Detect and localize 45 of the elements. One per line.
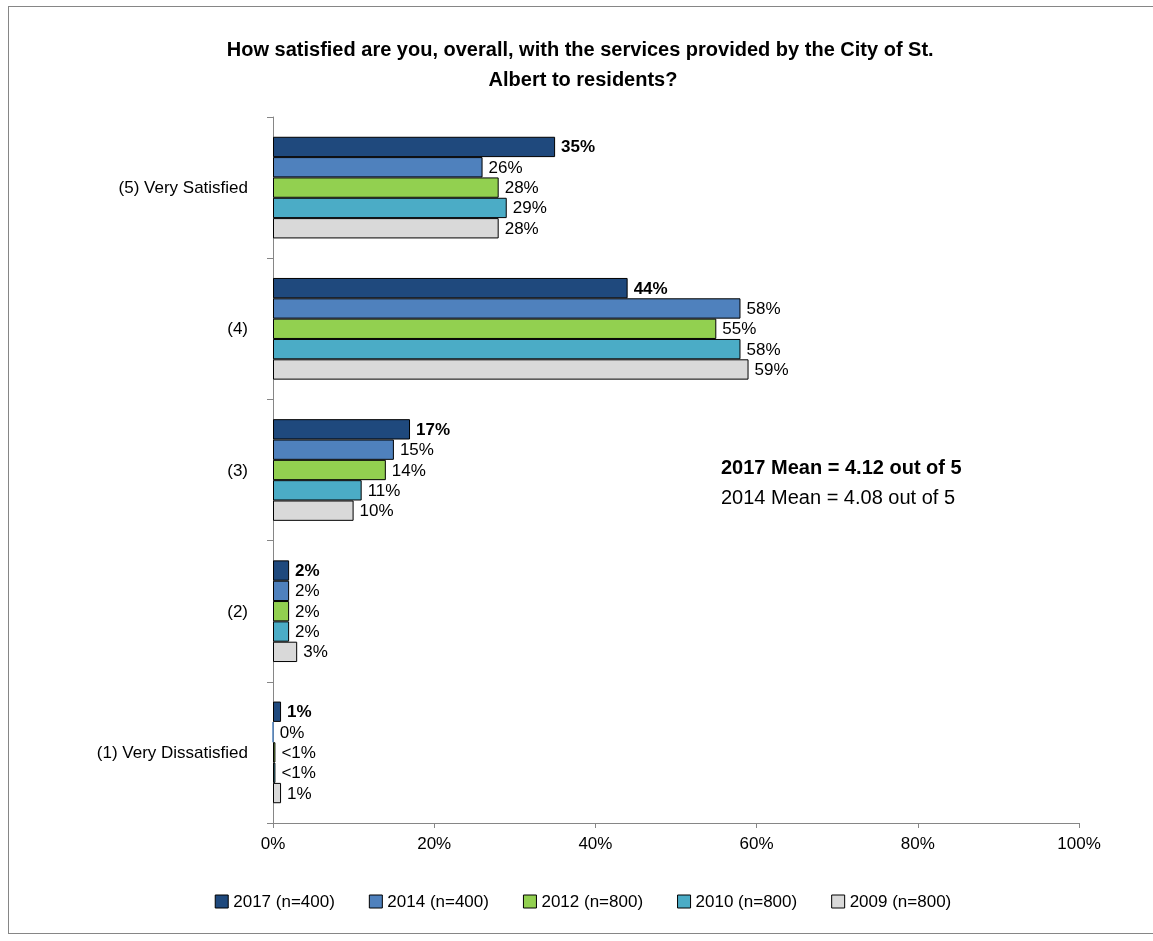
data-label: 11% <box>367 480 401 500</box>
data-label: 44% <box>633 278 668 298</box>
x-tick-label: 100% <box>1057 834 1101 853</box>
annotation: 2017 Mean = 4.12 out of 5 <box>721 456 962 478</box>
data-label: 55% <box>722 319 757 339</box>
data-label: 2% <box>295 622 320 642</box>
y-tick-label: (5) Very Satisfied <box>118 178 248 198</box>
data-label: 28% <box>504 218 539 238</box>
data-label: 2% <box>295 601 320 621</box>
data-label: <1% <box>281 763 316 783</box>
chart-title: How satisfied are you, overall, with the services provided by the City of St. Albert to residents? <box>226 38 940 90</box>
data-label: 0% <box>279 722 305 742</box>
y-tick-label: (2) <box>227 601 248 621</box>
data-label: 58% <box>746 298 781 318</box>
data-label: 35% <box>561 137 596 157</box>
legend-label: 2014 (n=400) <box>387 892 489 911</box>
y-tick-label: (1) Very Dissatisfied <box>96 742 248 762</box>
x-tick-label: 20% <box>417 834 452 853</box>
data-label: 14% <box>391 460 426 480</box>
legend-label: 2017 (n=400) <box>233 892 335 911</box>
x-tick-label: 40% <box>578 834 613 853</box>
legend-label: 2010 (n=800) <box>695 892 798 911</box>
annotation: 2014 Mean = 4.08 out of 5 <box>721 486 956 508</box>
x-tick-label: 0% <box>260 834 286 853</box>
bar <box>273 701 282 722</box>
data-label: 2% <box>295 581 320 601</box>
y-tick-label: (4) <box>227 319 248 339</box>
data-label: 2% <box>295 561 320 581</box>
data-label: 28% <box>504 178 539 198</box>
data-label: 10% <box>359 501 394 521</box>
data-label: 1% <box>287 702 312 722</box>
legend-label: 2009 (n=800) <box>849 892 952 911</box>
y-tick-label: (3) <box>227 460 248 480</box>
data-label: 29% <box>512 198 547 218</box>
data-label: 26% <box>488 157 523 177</box>
x-tick-label: 80% <box>900 834 935 853</box>
data-label: 1% <box>287 783 312 803</box>
x-tick-label: 60% <box>739 834 774 853</box>
data-label: 15% <box>399 440 434 460</box>
data-label: 17% <box>416 419 451 439</box>
data-label: 3% <box>303 642 328 662</box>
data-label: 59% <box>754 359 789 379</box>
legend-label: 2012 (n=800) <box>541 892 644 911</box>
data-label: 58% <box>746 339 781 359</box>
data-label: <1% <box>281 742 316 762</box>
